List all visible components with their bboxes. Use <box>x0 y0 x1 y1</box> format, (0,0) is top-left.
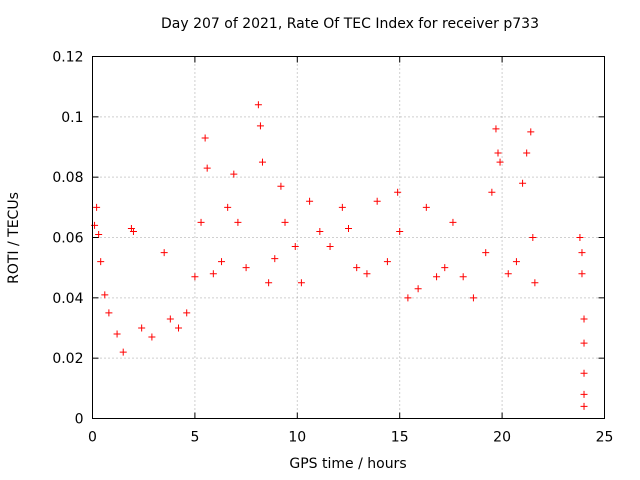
data-point <box>578 249 586 257</box>
data-point <box>394 188 402 196</box>
y-tick-label: 0.08 <box>52 170 83 186</box>
x-tick-label: 20 <box>493 430 511 446</box>
data-point <box>578 270 586 278</box>
data-point <box>512 258 520 266</box>
x-tick-label: 25 <box>596 430 614 446</box>
data-point <box>504 270 512 278</box>
data-points <box>91 101 588 410</box>
data-point <box>433 273 441 281</box>
data-point <box>175 324 183 332</box>
data-point <box>580 369 588 377</box>
data-point <box>422 203 430 211</box>
data-point <box>191 273 199 281</box>
data-point <box>519 179 527 187</box>
y-tick-label: 0.12 <box>52 50 83 66</box>
data-point <box>580 339 588 347</box>
y-tick-label: 0.02 <box>52 351 83 367</box>
data-point <box>197 218 205 226</box>
data-point <box>492 125 500 133</box>
data-point <box>265 279 273 287</box>
y-tick-label: 0 <box>75 412 84 428</box>
data-point <box>529 234 537 241</box>
data-point <box>218 258 226 266</box>
data-point <box>449 218 457 226</box>
data-point <box>345 224 352 232</box>
x-tick-label: 10 <box>288 430 306 446</box>
data-point <box>496 158 504 166</box>
data-point <box>363 270 371 278</box>
data-point <box>254 101 262 109</box>
data-point <box>576 234 584 241</box>
axis-ticks: 0 0.02 0.04 0.06 0.08 0.1 0.12 0 5 10 15 20 25 <box>52 50 613 446</box>
data-point <box>148 333 156 341</box>
data-point <box>256 122 264 130</box>
data-point <box>580 390 588 398</box>
data-point <box>580 315 588 323</box>
data-point <box>105 309 113 317</box>
data-point <box>93 203 101 211</box>
data-point <box>469 294 477 302</box>
data-point <box>160 249 168 257</box>
data-point <box>183 309 191 317</box>
data-point <box>129 227 137 235</box>
y-axis-label: ROTI / TECUs <box>6 192 22 284</box>
y-tick-label: 0.04 <box>52 291 83 307</box>
data-point <box>230 170 238 178</box>
data-point <box>209 270 217 278</box>
data-point <box>97 258 105 266</box>
data-point <box>523 149 531 157</box>
data-point <box>119 348 127 356</box>
data-point <box>138 324 146 332</box>
data-point <box>113 330 121 338</box>
x-axis-label: GPS time / hours <box>289 456 407 472</box>
data-point <box>441 264 449 272</box>
data-point <box>404 294 412 302</box>
data-point <box>482 249 490 257</box>
data-point <box>338 203 346 211</box>
data-point <box>291 243 299 251</box>
data-point <box>201 134 209 142</box>
y-tick-label: 0.06 <box>52 231 83 247</box>
data-point <box>488 188 496 196</box>
y-tick-label: 0.1 <box>61 110 83 126</box>
data-point <box>166 315 174 323</box>
data-point <box>271 255 279 263</box>
x-tick-label: 5 <box>190 430 199 446</box>
data-point <box>297 279 305 287</box>
data-point <box>373 197 381 205</box>
data-point <box>258 158 266 166</box>
data-point <box>306 197 314 205</box>
data-point <box>396 227 404 235</box>
data-point <box>580 402 588 410</box>
data-point <box>353 264 361 272</box>
x-tick-label: 15 <box>391 430 409 446</box>
data-point <box>494 149 502 157</box>
data-point <box>527 128 535 136</box>
data-point <box>101 291 109 299</box>
data-point <box>281 218 289 226</box>
data-point <box>242 264 250 272</box>
data-point <box>414 285 422 293</box>
chart-title: Day 207 of 2021, Rate Of TEC Index for r… <box>161 16 539 32</box>
data-point <box>224 203 232 211</box>
grid-lines <box>92 56 605 419</box>
data-point <box>383 258 391 266</box>
data-point <box>316 227 324 235</box>
data-point <box>459 273 467 281</box>
data-point <box>326 243 334 251</box>
data-point <box>95 230 103 238</box>
data-point <box>277 182 285 190</box>
x-tick-label: 0 <box>88 430 97 446</box>
data-point <box>203 164 211 172</box>
data-point <box>531 279 539 287</box>
data-point <box>234 218 242 226</box>
